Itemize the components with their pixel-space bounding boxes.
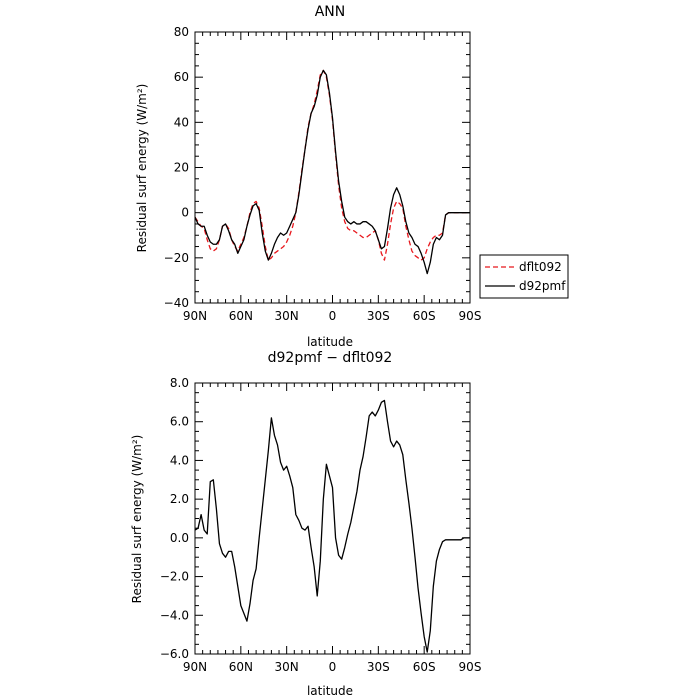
- y-axis-label: Residual surf energy (W/m²): [135, 84, 149, 253]
- y-tick-label: 8.0: [170, 376, 189, 390]
- x-tick-label: 60N: [229, 660, 253, 674]
- x-tick-label: 60N: [229, 309, 253, 323]
- series-line-d92pmf: [194, 69, 470, 275]
- plot-frame: [194, 382, 471, 655]
- x-axis-label: latitude: [307, 684, 353, 698]
- y-tick-label: 60: [174, 70, 189, 84]
- y-tick-label: 4.0: [170, 453, 189, 467]
- x-tick-label: 30S: [367, 660, 390, 674]
- legend-box: [479, 254, 569, 299]
- y-axis-label: Residual surf energy (W/m²): [130, 435, 144, 604]
- x-tick-label: 60S: [413, 309, 436, 323]
- y-tick-label: −20: [164, 251, 189, 265]
- x-tick-label: 30S: [367, 309, 390, 323]
- x-axis-label: latitude: [307, 335, 353, 349]
- bottom-chart-panel: d92pmf − dflt092 Residual surf energy (W…: [130, 350, 481, 698]
- legend-label-d92pmf: d92pmf: [519, 279, 566, 293]
- y-tick-label: 40: [174, 115, 189, 129]
- x-tick-label: 60S: [413, 660, 436, 674]
- y-tick-label: 80: [174, 25, 189, 39]
- x-tick-label: 0: [329, 660, 337, 674]
- plot-area: 90N 60N 30N 0 30S 60S 90S −6.0 −4.0 −2.0 0.0 2.0 4.0…: [160, 376, 482, 674]
- y-tick-label: 20: [174, 161, 189, 175]
- y-tick-label: −2.0: [160, 570, 189, 584]
- x-tick-label: 30N: [275, 660, 299, 674]
- y-tick-label: 6.0: [170, 415, 189, 429]
- x-tick-label: 90S: [459, 309, 482, 323]
- y-tick-label: −40: [164, 296, 189, 310]
- x-tick-label: 30N: [275, 309, 299, 323]
- chart-title: ANN: [315, 4, 346, 20]
- legend: dflt092 d92pmf: [479, 254, 569, 299]
- plot-frame: [194, 31, 471, 304]
- series-line-dflt092: [194, 69, 470, 261]
- x-tick-label: 90N: [183, 660, 207, 674]
- series-line: [194, 399, 470, 653]
- chart-title: d92pmf − dflt092: [268, 350, 393, 366]
- y-tick-label: −4.0: [160, 608, 189, 622]
- y-tick-label: −6.0: [160, 647, 189, 661]
- y-tick-label: 2.0: [170, 492, 189, 506]
- y-tick-label: 0: [181, 206, 189, 220]
- x-tick-label: 90S: [459, 660, 482, 674]
- plot-area: 90N 60N 30N 0 30S 60S 90S −40 −20 0 20 40 60 80: [164, 25, 482, 323]
- x-tick-label: 90N: [183, 309, 207, 323]
- y-tick-label: 0.0: [170, 531, 189, 545]
- legend-label-dflt092: dflt092: [519, 260, 562, 274]
- top-chart-panel: ANN Residual surf energy (W/m²) latitude…: [135, 4, 481, 349]
- x-tick-label: 0: [329, 309, 337, 323]
